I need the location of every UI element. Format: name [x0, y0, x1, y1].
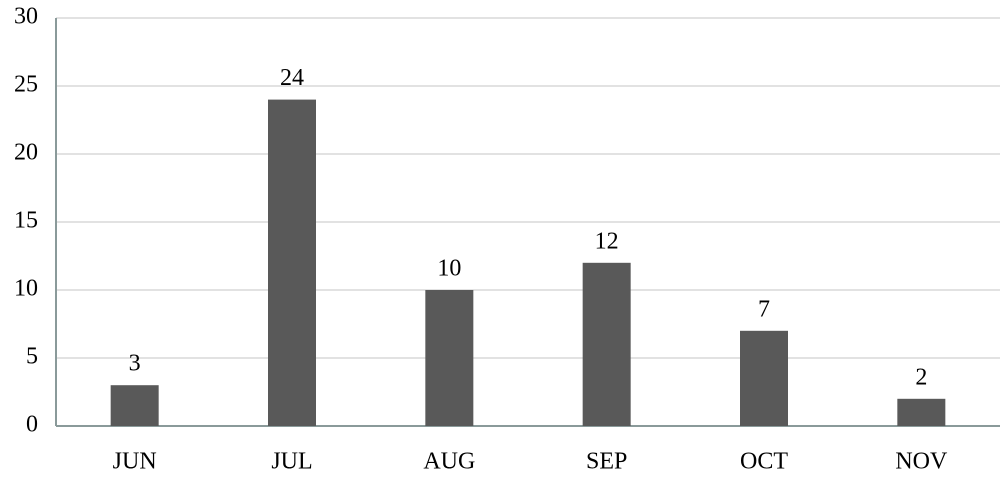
x-tick-label: JUN — [113, 449, 157, 475]
data-label: 3 — [129, 351, 141, 377]
bar — [897, 398, 946, 426]
data-label: 7 — [758, 296, 770, 322]
y-tick-label: 20 — [14, 140, 38, 166]
y-tick-label: 10 — [14, 276, 38, 302]
bar — [740, 330, 788, 426]
y-tick-label: 15 — [14, 208, 38, 234]
bar — [425, 290, 474, 426]
y-tick-label: 5 — [26, 344, 38, 370]
data-label: 12 — [595, 228, 619, 254]
y-tick-label: 30 — [14, 4, 38, 30]
bar — [110, 385, 159, 426]
x-tick-label: NOV — [895, 449, 948, 475]
y-tick-label: 25 — [14, 72, 38, 98]
x-tick-label: SEP — [586, 449, 627, 475]
bar — [268, 99, 316, 426]
x-tick-label: OCT — [740, 449, 788, 475]
data-label: 24 — [280, 65, 304, 91]
x-tick-label: JUL — [271, 449, 312, 475]
y-tick-label: 0 — [26, 412, 38, 438]
data-label: 10 — [437, 256, 461, 282]
bar — [582, 262, 631, 426]
data-label: 2 — [915, 364, 927, 390]
x-tick-label: AUG — [423, 449, 475, 475]
